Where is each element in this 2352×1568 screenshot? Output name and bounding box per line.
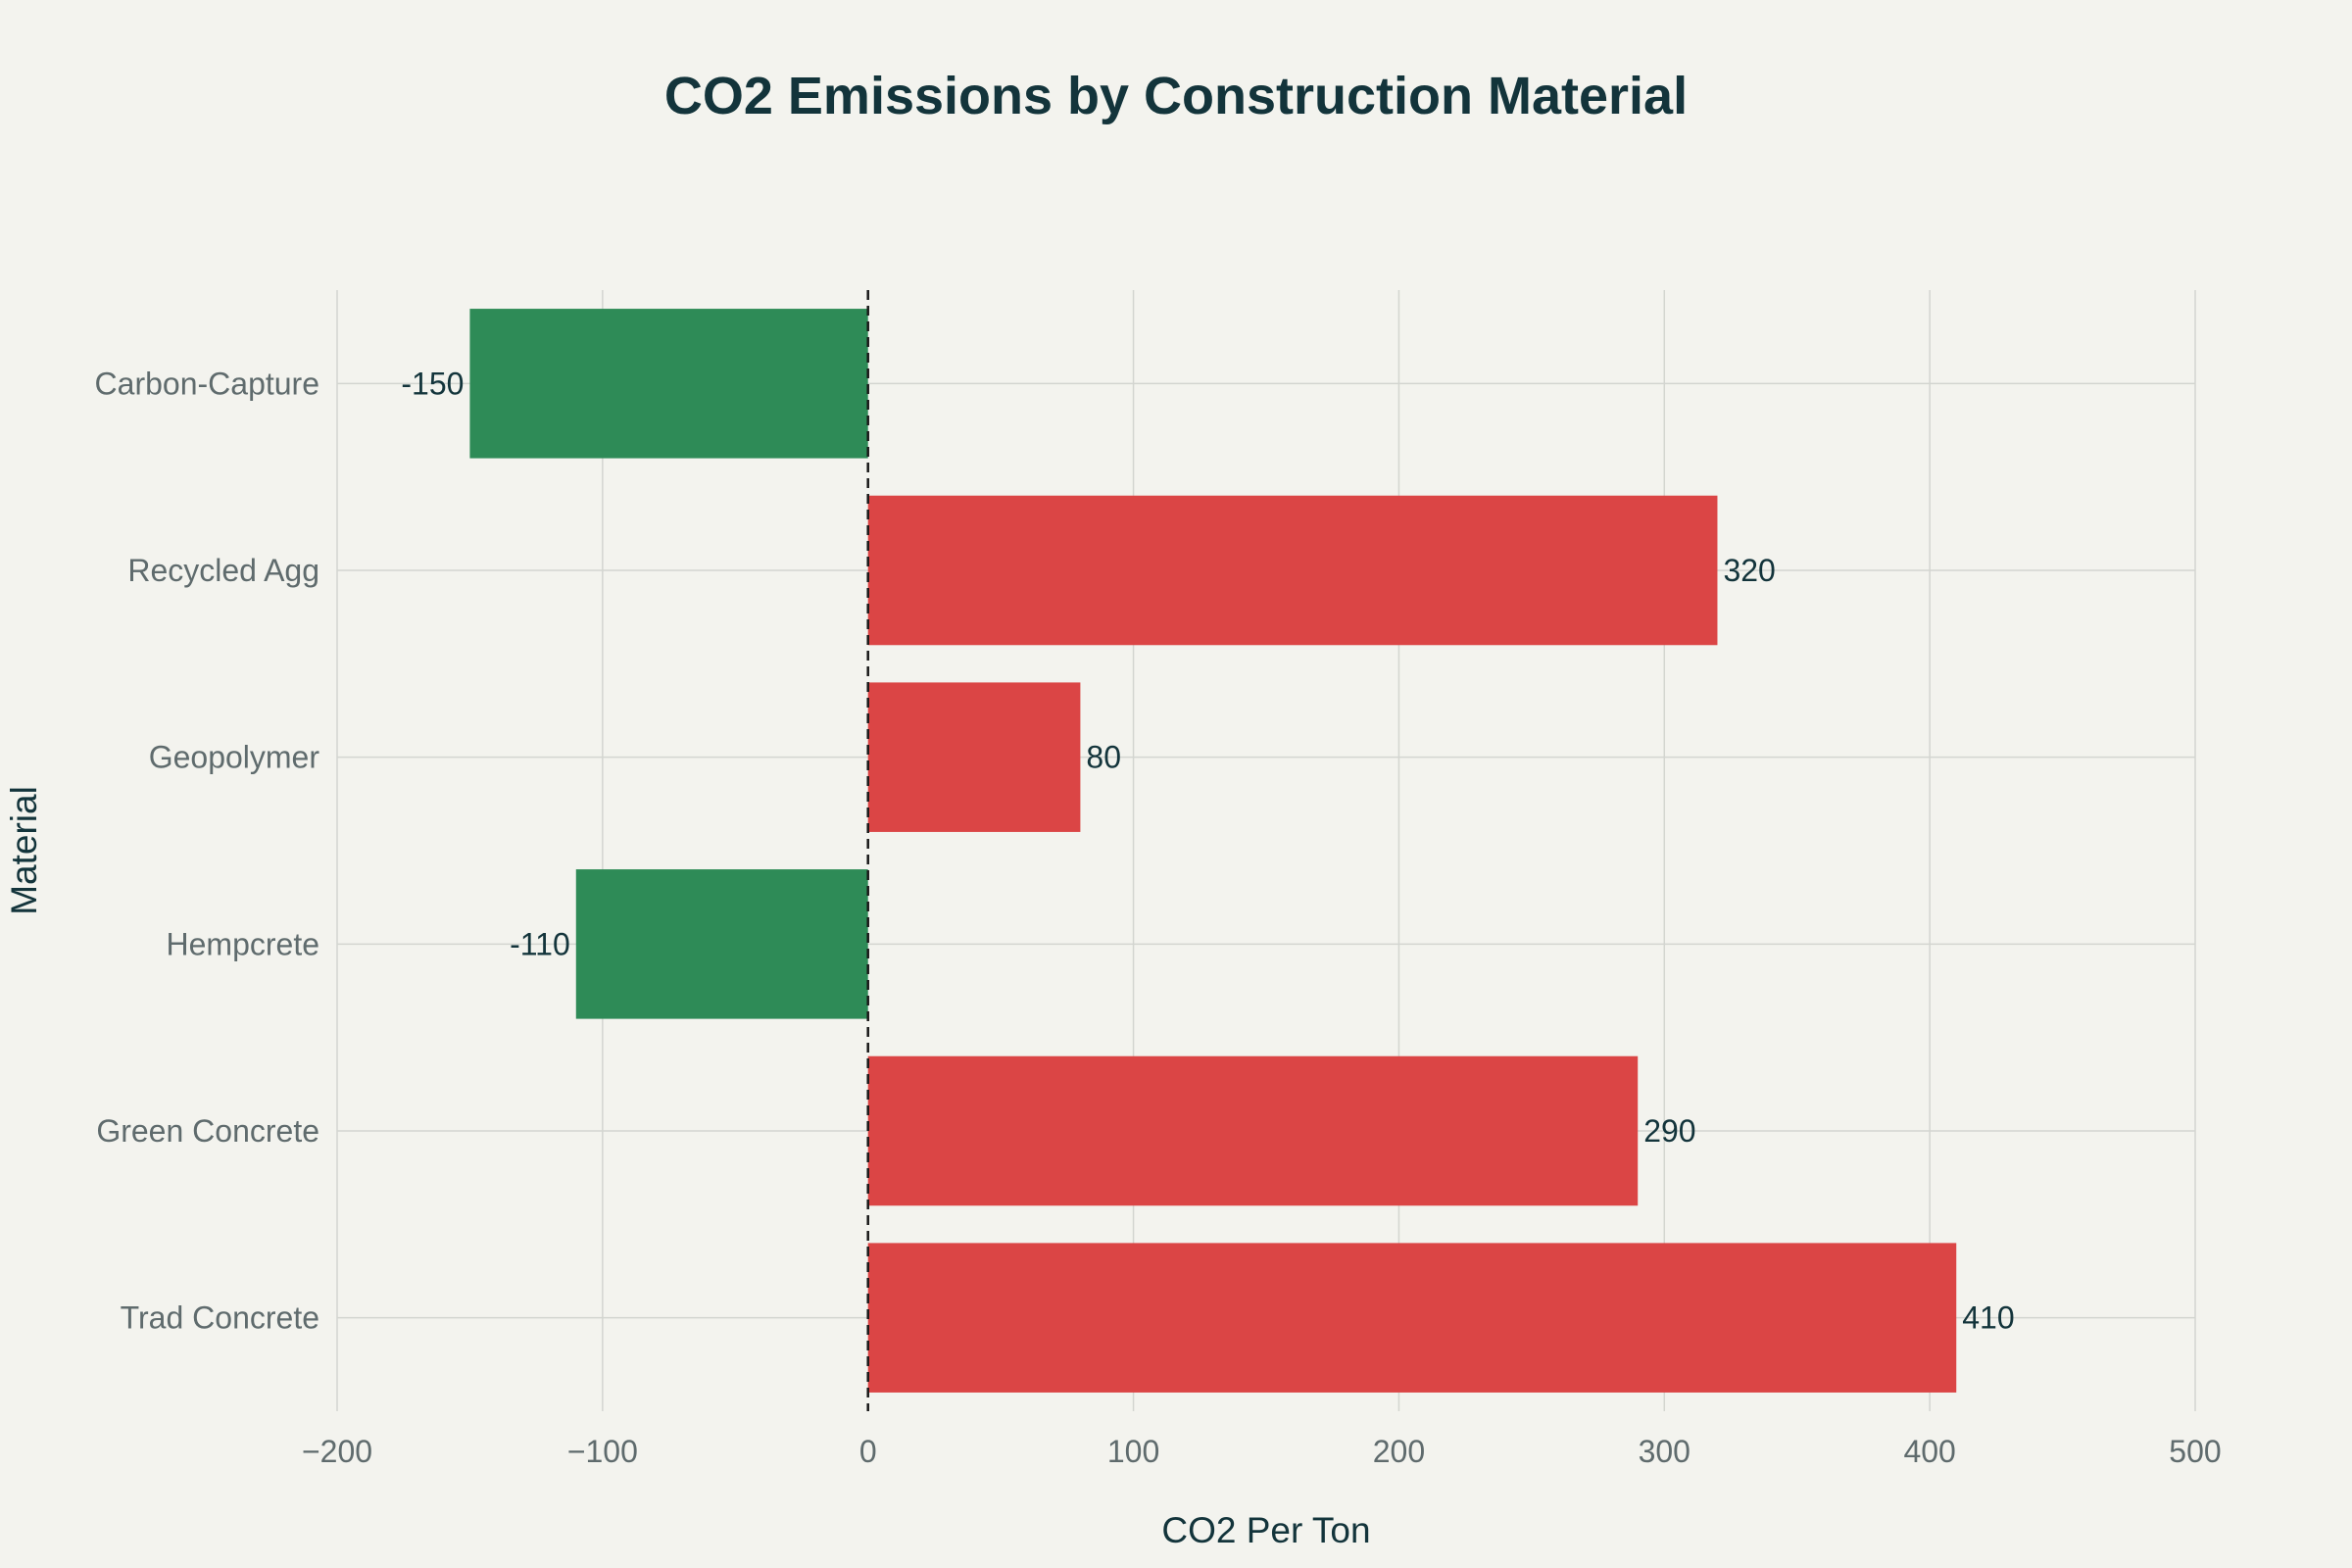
data-label: -110 — [510, 926, 570, 961]
x-tick-label: 400 — [1903, 1434, 1955, 1469]
x-tick-label: 200 — [1373, 1434, 1425, 1469]
y-tick-label: Green Concrete — [96, 1113, 319, 1149]
data-labels: 410 290 -110 80 320 -150 — [401, 366, 2014, 1335]
x-tick-label: 0 — [859, 1434, 877, 1469]
y-tick-label: Trad Concrete — [121, 1300, 319, 1336]
y-tick-label: Geopolymer — [149, 740, 320, 775]
x-axis-title: CO2 Per Ton — [1161, 1510, 1370, 1550]
chart-title: CO2 Emissions by Construction Material — [664, 67, 1688, 125]
data-label: 320 — [1723, 553, 1775, 588]
x-tick-labels: −200 −100 0 100 200 300 400 500 — [302, 1434, 2222, 1469]
x-tick-label: 100 — [1107, 1434, 1159, 1469]
x-tick-label: 300 — [1639, 1434, 1690, 1469]
data-label: 410 — [1962, 1300, 2014, 1336]
data-label: -150 — [401, 366, 464, 401]
bars — [469, 309, 1957, 1393]
bar — [867, 1055, 1639, 1206]
x-tick-label: −200 — [302, 1434, 372, 1469]
y-tick-label: Recycled Agg — [127, 553, 319, 588]
y-axis-title: Material — [4, 786, 44, 915]
x-tick-label: −100 — [567, 1434, 638, 1469]
y-tick-labels: Trad Concrete Green Concrete Hempcrete Geop… — [95, 366, 320, 1335]
bar — [867, 495, 1718, 646]
bar — [469, 309, 868, 459]
y-tick-label: Hempcrete — [167, 926, 320, 961]
data-label: 80 — [1086, 740, 1121, 775]
y-tick-label: Carbon-Capture — [95, 366, 319, 401]
bar — [867, 682, 1081, 832]
bar — [575, 869, 868, 1019]
bar — [867, 1243, 1957, 1393]
data-label: 290 — [1643, 1113, 1695, 1149]
x-tick-label: 500 — [2169, 1434, 2221, 1469]
